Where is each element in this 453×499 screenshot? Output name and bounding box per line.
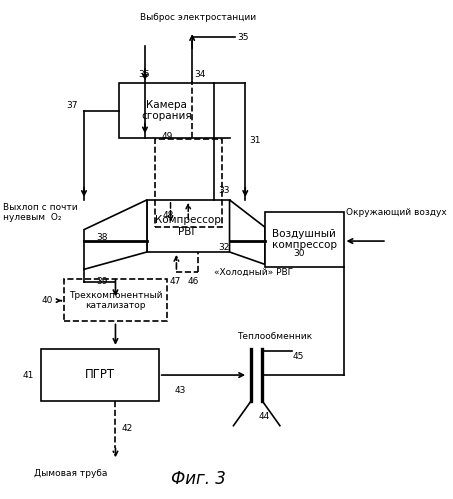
Text: Выхлоп с почти
нулевым  О₂: Выхлоп с почти нулевым О₂ bbox=[3, 203, 78, 222]
Text: 44: 44 bbox=[259, 412, 270, 421]
Text: Воздушный
компрессор: Воздушный компрессор bbox=[272, 229, 337, 250]
Text: 49: 49 bbox=[162, 132, 173, 141]
Text: 48: 48 bbox=[163, 211, 174, 220]
Text: Фиг. 3: Фиг. 3 bbox=[171, 470, 226, 488]
Text: 33: 33 bbox=[218, 187, 230, 196]
Text: Теплообменник: Теплообменник bbox=[237, 332, 313, 341]
Text: 37: 37 bbox=[67, 101, 78, 110]
FancyBboxPatch shape bbox=[120, 83, 214, 138]
Text: 38: 38 bbox=[96, 233, 107, 242]
Text: 41: 41 bbox=[22, 371, 34, 380]
Text: 39: 39 bbox=[96, 277, 108, 286]
Text: 30: 30 bbox=[294, 249, 305, 258]
Text: Выброс электростанции: Выброс электростанции bbox=[140, 13, 256, 22]
Text: Компрессор
РВГ: Компрессор РВГ bbox=[155, 215, 221, 237]
Text: 47: 47 bbox=[170, 277, 181, 286]
FancyBboxPatch shape bbox=[147, 200, 230, 252]
Text: 42: 42 bbox=[121, 424, 133, 433]
Text: 36: 36 bbox=[138, 70, 149, 79]
Text: Дымовая труба: Дымовая труба bbox=[34, 469, 107, 478]
Text: 43: 43 bbox=[175, 386, 186, 395]
Text: 32: 32 bbox=[218, 243, 230, 252]
FancyBboxPatch shape bbox=[64, 279, 167, 321]
Text: Трехкомпонентный
катализатор: Трехкомпонентный катализатор bbox=[69, 290, 162, 310]
Text: Окружающий воздух: Окружающий воздух bbox=[346, 208, 446, 217]
Text: «Холодный» РВГ: «Холодный» РВГ bbox=[214, 268, 293, 277]
Text: 40: 40 bbox=[41, 296, 53, 305]
FancyBboxPatch shape bbox=[265, 212, 344, 267]
Text: 31: 31 bbox=[249, 136, 261, 145]
Polygon shape bbox=[84, 200, 147, 269]
Text: 34: 34 bbox=[194, 70, 206, 79]
Text: Камера
сгорания: Камера сгорания bbox=[141, 100, 192, 121]
Polygon shape bbox=[230, 200, 265, 264]
Text: 45: 45 bbox=[293, 352, 304, 361]
FancyBboxPatch shape bbox=[41, 349, 159, 401]
Text: 35: 35 bbox=[237, 32, 249, 41]
Text: 46: 46 bbox=[188, 277, 199, 286]
Text: ПГРТ: ПГРТ bbox=[85, 368, 115, 381]
